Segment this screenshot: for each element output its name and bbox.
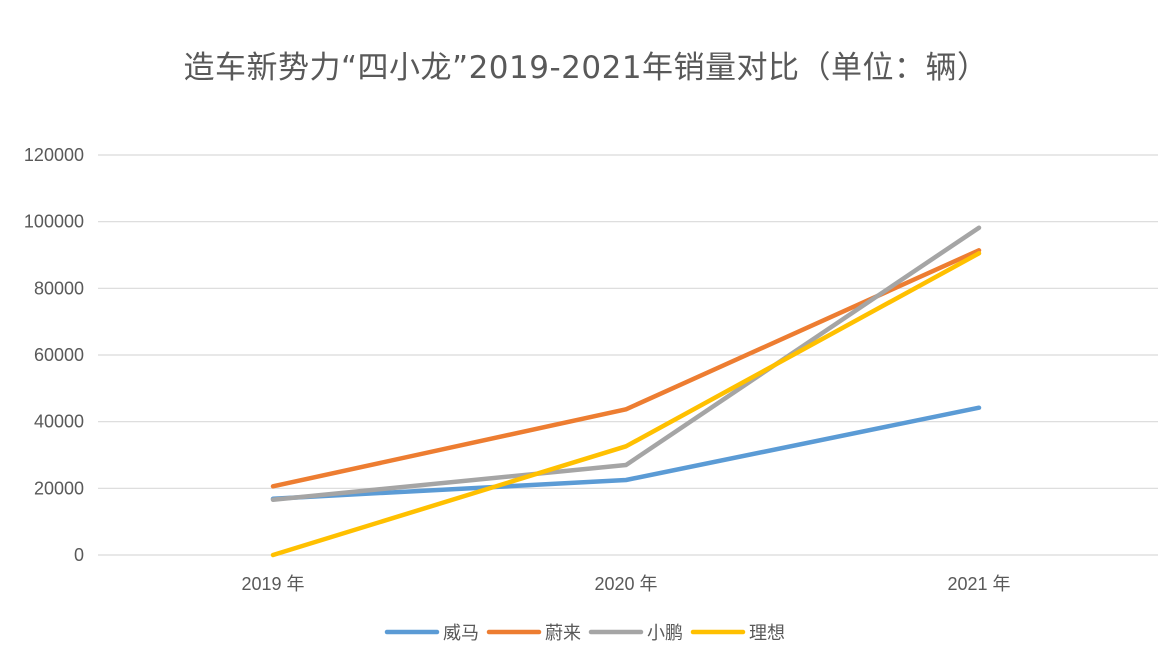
x-axis-ticks: 2019 年 2020 年 2021 年 (241, 574, 1010, 594)
x-tick-label: 2021 年 (947, 574, 1010, 594)
legend-item: 理想 (690, 623, 785, 644)
gridlines (98, 154, 1158, 556)
legend-item: 蔚来 (486, 623, 581, 644)
y-tick-label: 100000 (24, 212, 84, 232)
series-line-威马 (270, 405, 982, 501)
y-axis-ticks: 0 20000 40000 60000 80000 100000 120000 (24, 145, 84, 565)
y-tick-label: 40000 (34, 412, 84, 432)
series-line-蔚来 (270, 248, 982, 489)
chart-title: 造车新势力“四小龙”2019-2021年销量对比（单位：辆） (183, 50, 989, 86)
legend-label: 小鹏 (647, 623, 683, 644)
legend-item: 小鹏 (588, 623, 683, 644)
y-tick-label: 60000 (34, 345, 84, 365)
series-line-小鹏 (270, 225, 982, 502)
series-lines (270, 225, 982, 558)
series-line-理想 (270, 251, 982, 558)
legend-label: 蔚来 (545, 623, 581, 644)
legend-item: 威马 (384, 623, 479, 644)
y-tick-label: 120000 (24, 145, 84, 165)
y-tick-label: 20000 (34, 478, 84, 498)
legend-label: 威马 (443, 623, 479, 644)
legend-label: 理想 (749, 623, 785, 644)
y-tick-label: 80000 (34, 278, 84, 298)
y-tick-label: 0 (74, 545, 84, 565)
x-tick-label: 2020 年 (594, 574, 657, 594)
legend: 威马 蔚来 小鹏 理想 (384, 623, 785, 644)
x-tick-label: 2019 年 (241, 574, 304, 594)
